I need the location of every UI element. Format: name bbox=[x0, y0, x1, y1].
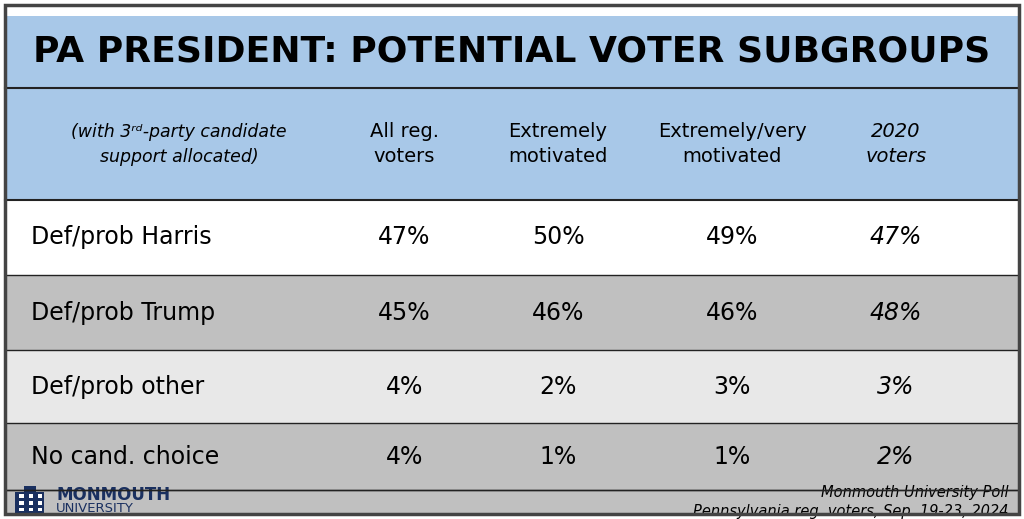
Text: 50%: 50% bbox=[531, 225, 585, 250]
Text: UNIVERSITY: UNIVERSITY bbox=[56, 502, 134, 515]
Text: 4%: 4% bbox=[386, 375, 423, 399]
Text: 46%: 46% bbox=[706, 301, 759, 325]
Text: 2%: 2% bbox=[878, 445, 914, 469]
Text: 47%: 47% bbox=[378, 225, 431, 250]
Text: 1%: 1% bbox=[540, 445, 577, 469]
Text: All reg.
voters: All reg. voters bbox=[370, 122, 439, 166]
Bar bbox=[19, 501, 24, 504]
Text: 46%: 46% bbox=[531, 301, 585, 325]
Text: No cand. choice: No cand. choice bbox=[31, 445, 219, 469]
Bar bbox=[38, 501, 42, 504]
Bar bbox=[29, 508, 33, 512]
Text: 2%: 2% bbox=[540, 375, 577, 399]
Text: Def/prob Harris: Def/prob Harris bbox=[31, 225, 211, 250]
Text: 4%: 4% bbox=[386, 445, 423, 469]
Bar bbox=[19, 494, 24, 498]
Bar bbox=[24, 486, 36, 492]
Text: 48%: 48% bbox=[869, 301, 923, 325]
Text: 47%: 47% bbox=[869, 225, 923, 250]
Text: 49%: 49% bbox=[706, 225, 759, 250]
FancyBboxPatch shape bbox=[5, 200, 1019, 275]
Text: Def/prob Trump: Def/prob Trump bbox=[31, 301, 215, 325]
Bar bbox=[29, 501, 33, 504]
Text: Extremely
motivated: Extremely motivated bbox=[508, 122, 608, 166]
Text: Pennsylvania reg. voters, Sep. 19-23, 2024: Pennsylvania reg. voters, Sep. 19-23, 20… bbox=[693, 504, 1009, 519]
Text: Monmouth University Poll: Monmouth University Poll bbox=[821, 485, 1009, 500]
Bar bbox=[38, 508, 42, 512]
Text: PA PRESIDENT: POTENTIAL VOTER SUBGROUPS: PA PRESIDENT: POTENTIAL VOTER SUBGROUPS bbox=[34, 35, 990, 69]
FancyBboxPatch shape bbox=[5, 490, 1019, 514]
FancyBboxPatch shape bbox=[5, 350, 1019, 423]
Bar bbox=[38, 494, 42, 498]
Text: MONMOUTH: MONMOUTH bbox=[56, 486, 170, 504]
Text: Extremely/very
motivated: Extremely/very motivated bbox=[657, 122, 807, 166]
Bar bbox=[19, 508, 24, 512]
Bar bbox=[15, 492, 44, 515]
FancyBboxPatch shape bbox=[5, 423, 1019, 490]
Text: 1%: 1% bbox=[714, 445, 751, 469]
Text: 3%: 3% bbox=[878, 375, 914, 399]
Text: 45%: 45% bbox=[378, 301, 431, 325]
Text: (with 3ʳᵈ-party candidate
support allocated): (with 3ʳᵈ-party candidate support alloca… bbox=[72, 122, 287, 166]
FancyBboxPatch shape bbox=[5, 275, 1019, 350]
FancyBboxPatch shape bbox=[5, 16, 1019, 200]
Text: Def/prob other: Def/prob other bbox=[31, 375, 204, 399]
Bar bbox=[29, 494, 33, 498]
Text: 3%: 3% bbox=[714, 375, 751, 399]
Text: 2020
voters: 2020 voters bbox=[865, 122, 927, 166]
